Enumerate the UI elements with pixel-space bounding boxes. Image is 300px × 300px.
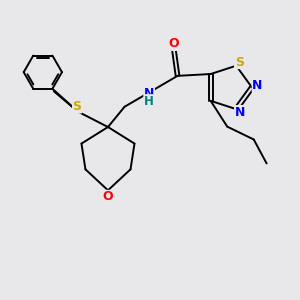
- Text: O: O: [169, 37, 179, 50]
- Text: O: O: [103, 190, 113, 203]
- Text: H: H: [144, 95, 154, 108]
- Text: N: N: [235, 106, 245, 118]
- Text: S: S: [73, 100, 82, 113]
- Text: S: S: [235, 56, 244, 68]
- Text: N: N: [252, 79, 263, 92]
- Text: N: N: [144, 87, 154, 100]
